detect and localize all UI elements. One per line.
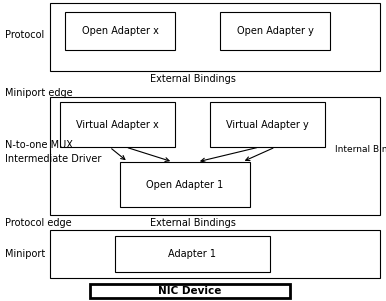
Text: External Bindings: External Bindings [150, 74, 236, 84]
Bar [115, 236, 270, 272]
Text: External Bindings: External Bindings [150, 218, 236, 228]
Text: N-to-one MUX
Intermediate Driver: N-to-one MUX Intermediate Driver [5, 140, 102, 164]
Bar [50, 230, 380, 278]
Text: Virtual Adapter x: Virtual Adapter x [76, 119, 159, 129]
Text: Protocol edge: Protocol edge [5, 218, 72, 228]
Text: Open Adapter x: Open Adapter x [81, 26, 158, 36]
Text: Adapter 1: Adapter 1 [169, 249, 217, 259]
Text: Open Adapter 1: Open Adapter 1 [146, 179, 223, 190]
Text: Protocol: Protocol [5, 30, 44, 40]
Text: Internal Bindings: Internal Bindings [335, 145, 386, 154]
Text: Miniport edge: Miniport edge [5, 88, 73, 98]
Bar [90, 284, 290, 298]
Bar [220, 12, 330, 50]
Text: Miniport: Miniport [5, 249, 45, 259]
Bar [60, 102, 175, 147]
Bar [50, 97, 380, 215]
Bar [120, 162, 250, 207]
Bar [65, 12, 175, 50]
Text: Open Adapter y: Open Adapter y [237, 26, 313, 36]
Bar [210, 102, 325, 147]
Text: Virtual Adapter y: Virtual Adapter y [226, 119, 309, 129]
Bar [50, 3, 380, 71]
Text: NIC Device: NIC Device [158, 286, 222, 296]
